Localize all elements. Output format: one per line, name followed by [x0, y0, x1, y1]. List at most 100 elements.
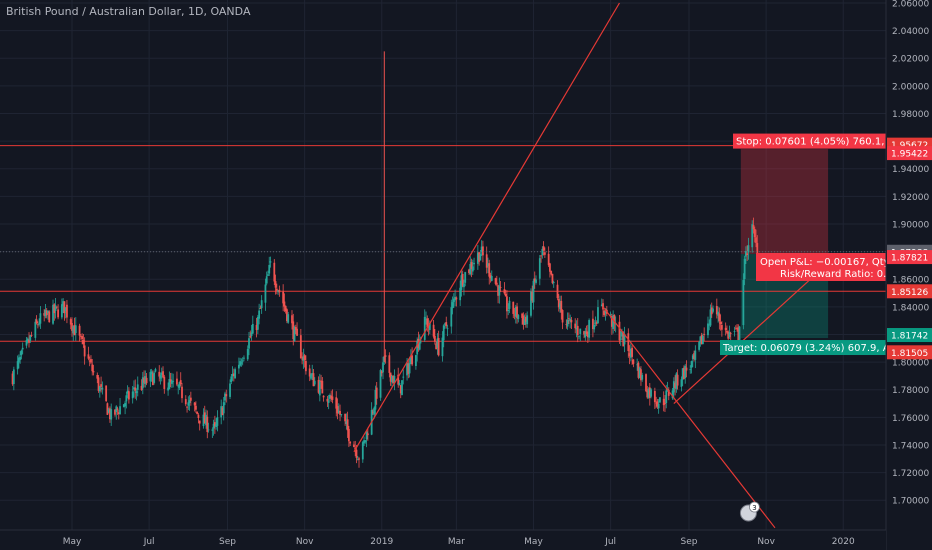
candle-body	[337, 410, 340, 413]
candle-body	[609, 314, 612, 316]
candle	[508, 296, 511, 314]
candle-body	[503, 289, 506, 294]
candle-body	[637, 362, 640, 378]
open-pnl-label[interactable]: Open P&L: −0.00167, Qty: 3289Risk/Reward…	[756, 253, 921, 281]
candle-body	[169, 379, 172, 382]
candle	[523, 314, 526, 325]
candle-body	[317, 379, 320, 393]
price-tag[interactable]: 1.81505	[887, 345, 932, 360]
candle	[567, 312, 570, 325]
candle	[133, 380, 135, 398]
candle-body	[353, 444, 355, 448]
candle-body	[239, 361, 242, 366]
candle-body	[699, 336, 702, 343]
candle-body	[675, 373, 678, 389]
candle-body	[88, 360, 91, 362]
price-axis[interactable]: 2.060002.040002.020002.000001.980001.960…	[885, 0, 932, 550]
candle-body	[163, 376, 166, 389]
candle	[282, 284, 285, 312]
candle-body	[535, 279, 537, 283]
candle-body	[379, 370, 382, 398]
candle	[408, 357, 411, 378]
candle-body	[215, 424, 218, 428]
candle-body	[709, 309, 712, 326]
candle-body	[389, 372, 392, 382]
plot-area	[0, 0, 886, 530]
candle-body	[470, 262, 473, 269]
price-tick-label: 2.04000	[892, 27, 929, 37]
candle-body	[115, 406, 118, 413]
candle	[230, 374, 233, 385]
target-label[interactable]: Target: 0.06079 (3.24%) 607.9, Amount:	[720, 340, 925, 356]
candle	[685, 360, 688, 378]
price-tick-label: 1.76000	[892, 414, 929, 424]
price-tag[interactable]: 1.85126	[887, 284, 932, 299]
candle	[38, 318, 41, 327]
events-badge[interactable]: 3	[739, 501, 760, 522]
candle	[645, 373, 647, 393]
candle	[516, 302, 518, 324]
candle-body	[81, 336, 84, 340]
candle-body	[213, 422, 216, 426]
candle-body	[177, 385, 180, 387]
candle	[565, 319, 568, 329]
candle	[742, 273, 745, 330]
candle	[683, 365, 685, 380]
candle-body	[647, 388, 650, 398]
trendline[interactable]	[602, 306, 776, 529]
time-axis[interactable]: May Jul Sep Nov 2019 Mar May Jul Sep Nov 2020	[0, 529, 886, 550]
candle-body	[264, 284, 267, 303]
candle-body	[72, 326, 75, 334]
candle-body	[533, 278, 536, 282]
candle	[729, 331, 732, 341]
candle	[78, 323, 81, 342]
candle	[461, 270, 464, 288]
candle-body	[203, 412, 206, 424]
candle-body	[435, 343, 438, 350]
candle-body	[251, 323, 254, 334]
candle	[87, 346, 90, 361]
candle-body	[344, 413, 346, 422]
candle-body	[66, 304, 68, 318]
candle	[195, 401, 197, 413]
candle-body	[206, 416, 209, 432]
candle	[63, 301, 66, 321]
candle	[603, 310, 606, 317]
candle-body	[184, 399, 187, 405]
candle-body	[365, 431, 368, 440]
candle	[55, 306, 58, 309]
candle	[743, 255, 746, 286]
price-tag[interactable]: 1.81742	[887, 328, 932, 343]
candle-body	[153, 372, 156, 383]
candle-body	[259, 308, 262, 309]
candle-body	[268, 264, 271, 274]
candle	[100, 376, 102, 393]
price-tag[interactable]: 1.87821	[887, 250, 932, 265]
candle-body	[346, 419, 349, 431]
candle	[109, 406, 111, 423]
candle	[425, 311, 427, 325]
stop-label[interactable]: Stop: 0.07601 (4.05%) 760.1, Amount:	[733, 133, 930, 149]
candle	[11, 371, 14, 386]
candle	[531, 285, 534, 304]
events-badge-count-bg	[749, 501, 760, 513]
candle	[648, 383, 651, 406]
candle-body	[305, 360, 307, 372]
candle	[647, 387, 650, 399]
candle-body	[561, 310, 564, 323]
candle	[203, 405, 206, 424]
trendline[interactable]	[353, 2, 620, 453]
price-tag[interactable]: 1.95422	[887, 146, 932, 161]
price-tick-label: 1.70000	[892, 497, 929, 507]
candle-body	[82, 340, 85, 345]
candle-body	[712, 308, 714, 312]
candle-body	[17, 357, 20, 363]
candle	[676, 369, 679, 390]
candle	[181, 382, 183, 403]
trendline[interactable]	[673, 264, 826, 404]
candle	[39, 306, 42, 329]
candle-body	[423, 316, 426, 340]
candle-body	[613, 314, 616, 324]
price-tick-label: 1.84000	[892, 303, 929, 313]
